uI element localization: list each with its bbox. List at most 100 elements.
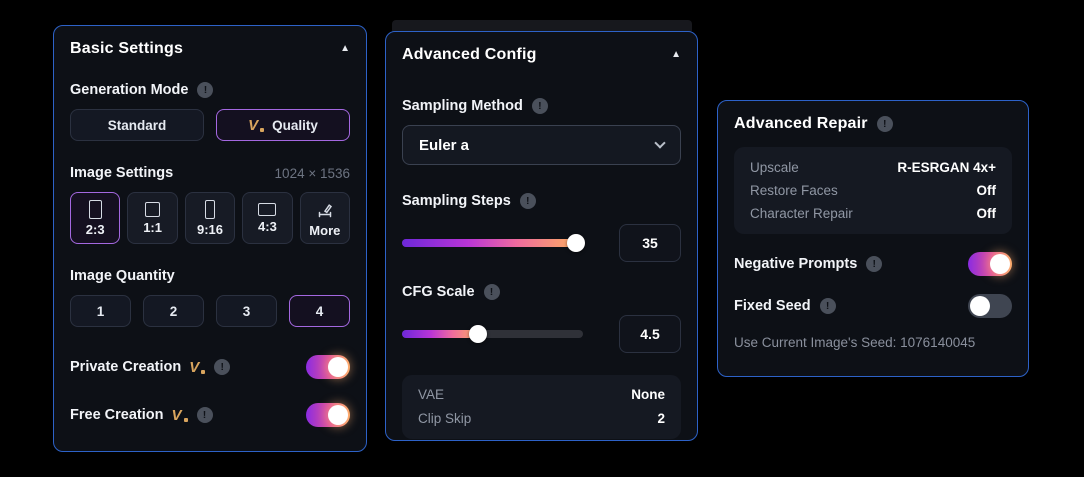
- ratio-9-16-icon: [205, 200, 216, 219]
- vip-icon: V: [171, 408, 187, 423]
- advanced-repair-panel: Advanced Repair ! Upscale R-ESRGAN 4x+ R…: [717, 100, 1029, 377]
- ratio-4-3-icon: [258, 203, 277, 216]
- fixed-seed-row: Fixed Seed !: [734, 294, 1012, 318]
- toggle-knob: [970, 296, 990, 316]
- ratio-button-2-3[interactable]: 2:3: [70, 192, 121, 244]
- cfg-scale-label: CFG Scale: [402, 284, 475, 300]
- toggle-knob: [328, 405, 348, 425]
- free-creation-row: Free Creation V !: [70, 403, 350, 427]
- ratio-button-9-16[interactable]: 9:16: [184, 192, 236, 244]
- sampling-steps-value[interactable]: 35: [619, 224, 681, 262]
- ratio-button-4-3[interactable]: 4:3: [242, 192, 293, 244]
- ratio-1-1-icon: [145, 202, 161, 217]
- info-icon[interactable]: !: [483, 284, 500, 300]
- private-creation-label: Private Creation: [70, 359, 182, 375]
- slider-thumb[interactable]: [566, 234, 585, 252]
- negative-prompts-toggle[interactable]: [968, 252, 1012, 276]
- generation-mode-label: Generation Mode: [70, 82, 189, 98]
- info-icon[interactable]: !: [214, 359, 231, 375]
- mode-button-label: Standard: [107, 117, 167, 133]
- upscale-row: Upscale R-ESRGAN 4x+: [750, 156, 996, 179]
- use-current-seed-link[interactable]: Use Current Image's Seed: 1076140045: [734, 335, 976, 350]
- clip-skip-value: 2: [657, 411, 665, 426]
- chevron-down-icon: [654, 137, 666, 149]
- toggle-knob: [990, 254, 1010, 274]
- mode-button-quality[interactable]: V Quality: [216, 109, 350, 141]
- quantity-label: 1: [96, 303, 105, 319]
- slider-thumb[interactable]: [469, 325, 488, 343]
- sampling-method-label-row: Sampling Method !: [402, 98, 681, 114]
- ratio-button-1-1[interactable]: 1:1: [127, 192, 178, 244]
- collapsed-card-edge: [392, 20, 692, 34]
- private-creation-row: Private Creation V !: [70, 355, 350, 379]
- info-icon[interactable]: !: [819, 298, 836, 314]
- cfg-scale-slider[interactable]: [402, 325, 583, 343]
- cfg-scale-label-row: CFG Scale !: [402, 284, 681, 300]
- sampling-method-dropdown[interactable]: Euler a: [402, 125, 681, 165]
- quantity-button-3[interactable]: 3: [216, 295, 277, 327]
- character-repair-row: Character Repair Off: [750, 202, 996, 225]
- panel-title: Advanced Repair: [734, 115, 868, 132]
- info-icon[interactable]: !: [866, 256, 883, 272]
- vip-icon: V: [248, 118, 264, 133]
- custom-size-pencil-icon: [318, 203, 332, 217]
- basic-settings-panel: Basic Settings ▲ Generation Mode ! Stand…: [53, 25, 367, 452]
- ratio-label: 1:1: [143, 220, 162, 235]
- restore-faces-row: Restore Faces Off: [750, 179, 996, 202]
- character-repair-label: Character Repair: [750, 206, 853, 221]
- ratio-label: 9:16: [197, 222, 224, 237]
- clip-skip-label: Clip Skip: [418, 411, 472, 426]
- upscale-label: Upscale: [750, 160, 799, 175]
- image-quantity-label-row: Image Quantity: [70, 268, 350, 284]
- restore-faces-value: Off: [976, 183, 997, 198]
- quantity-label: 3: [242, 303, 251, 319]
- quantity-label: 2: [169, 303, 178, 319]
- sampling-method-value: Euler a: [419, 136, 470, 154]
- repair-summary[interactable]: Upscale R-ESRGAN 4x+ Restore Faces Off C…: [734, 147, 1012, 234]
- image-quantity-options: 1 2 3 4: [70, 295, 350, 327]
- vae-clipskip-summary[interactable]: VAE None Clip Skip 2: [402, 375, 681, 439]
- mode-button-standard[interactable]: Standard: [70, 109, 204, 141]
- character-repair-value: Off: [976, 206, 997, 221]
- collapse-icon[interactable]: ▲: [340, 43, 350, 54]
- quantity-label: 4: [315, 303, 324, 319]
- fixed-seed-toggle[interactable]: [968, 294, 1012, 318]
- vae-row: VAE None: [418, 383, 665, 407]
- negative-prompts-row: Negative Prompts !: [734, 252, 1012, 276]
- ratio-label: 4:3: [258, 219, 277, 234]
- quantity-button-2[interactable]: 2: [143, 295, 204, 327]
- sampling-steps-slider-row: 35: [402, 224, 681, 262]
- slider-fill: [402, 234, 585, 252]
- image-settings-label: Image Settings: [70, 165, 174, 181]
- quantity-button-4[interactable]: 4: [289, 295, 350, 327]
- fixed-seed-label: Fixed Seed: [734, 298, 811, 314]
- ratio-button-more[interactable]: More: [299, 192, 351, 244]
- negative-prompts-label: Negative Prompts: [734, 256, 858, 272]
- info-icon[interactable]: !: [876, 116, 893, 132]
- image-settings-label-row: Image Settings 1024 × 1536: [70, 165, 350, 181]
- basic-settings-header: Basic Settings ▲: [70, 40, 350, 58]
- toggle-knob: [328, 357, 348, 377]
- vip-icon: V: [189, 360, 205, 375]
- mode-button-label: Quality: [272, 117, 318, 133]
- info-icon[interactable]: !: [519, 193, 536, 209]
- panel-title: Basic Settings: [70, 40, 184, 57]
- collapse-icon[interactable]: ▲: [671, 49, 681, 60]
- sampling-steps-slider[interactable]: [402, 234, 585, 252]
- upscale-value: R-ESRGAN 4x+: [897, 160, 996, 175]
- ratio-label: 2:3: [85, 222, 105, 237]
- generation-mode-options: Standard V Quality: [70, 109, 350, 141]
- private-creation-toggle[interactable]: [306, 355, 350, 379]
- quantity-button-1[interactable]: 1: [70, 295, 131, 327]
- free-creation-toggle[interactable]: [306, 403, 350, 427]
- cfg-scale-value[interactable]: 4.5: [619, 315, 681, 353]
- ratio-2-3-icon: [88, 200, 102, 219]
- ratio-label: More: [309, 222, 341, 238]
- sampling-method-label: Sampling Method: [402, 98, 523, 114]
- vae-label: VAE: [418, 387, 445, 402]
- free-creation-label: Free Creation: [70, 407, 164, 423]
- info-icon[interactable]: !: [197, 82, 214, 98]
- info-icon[interactable]: !: [531, 98, 548, 114]
- info-icon[interactable]: !: [196, 407, 213, 423]
